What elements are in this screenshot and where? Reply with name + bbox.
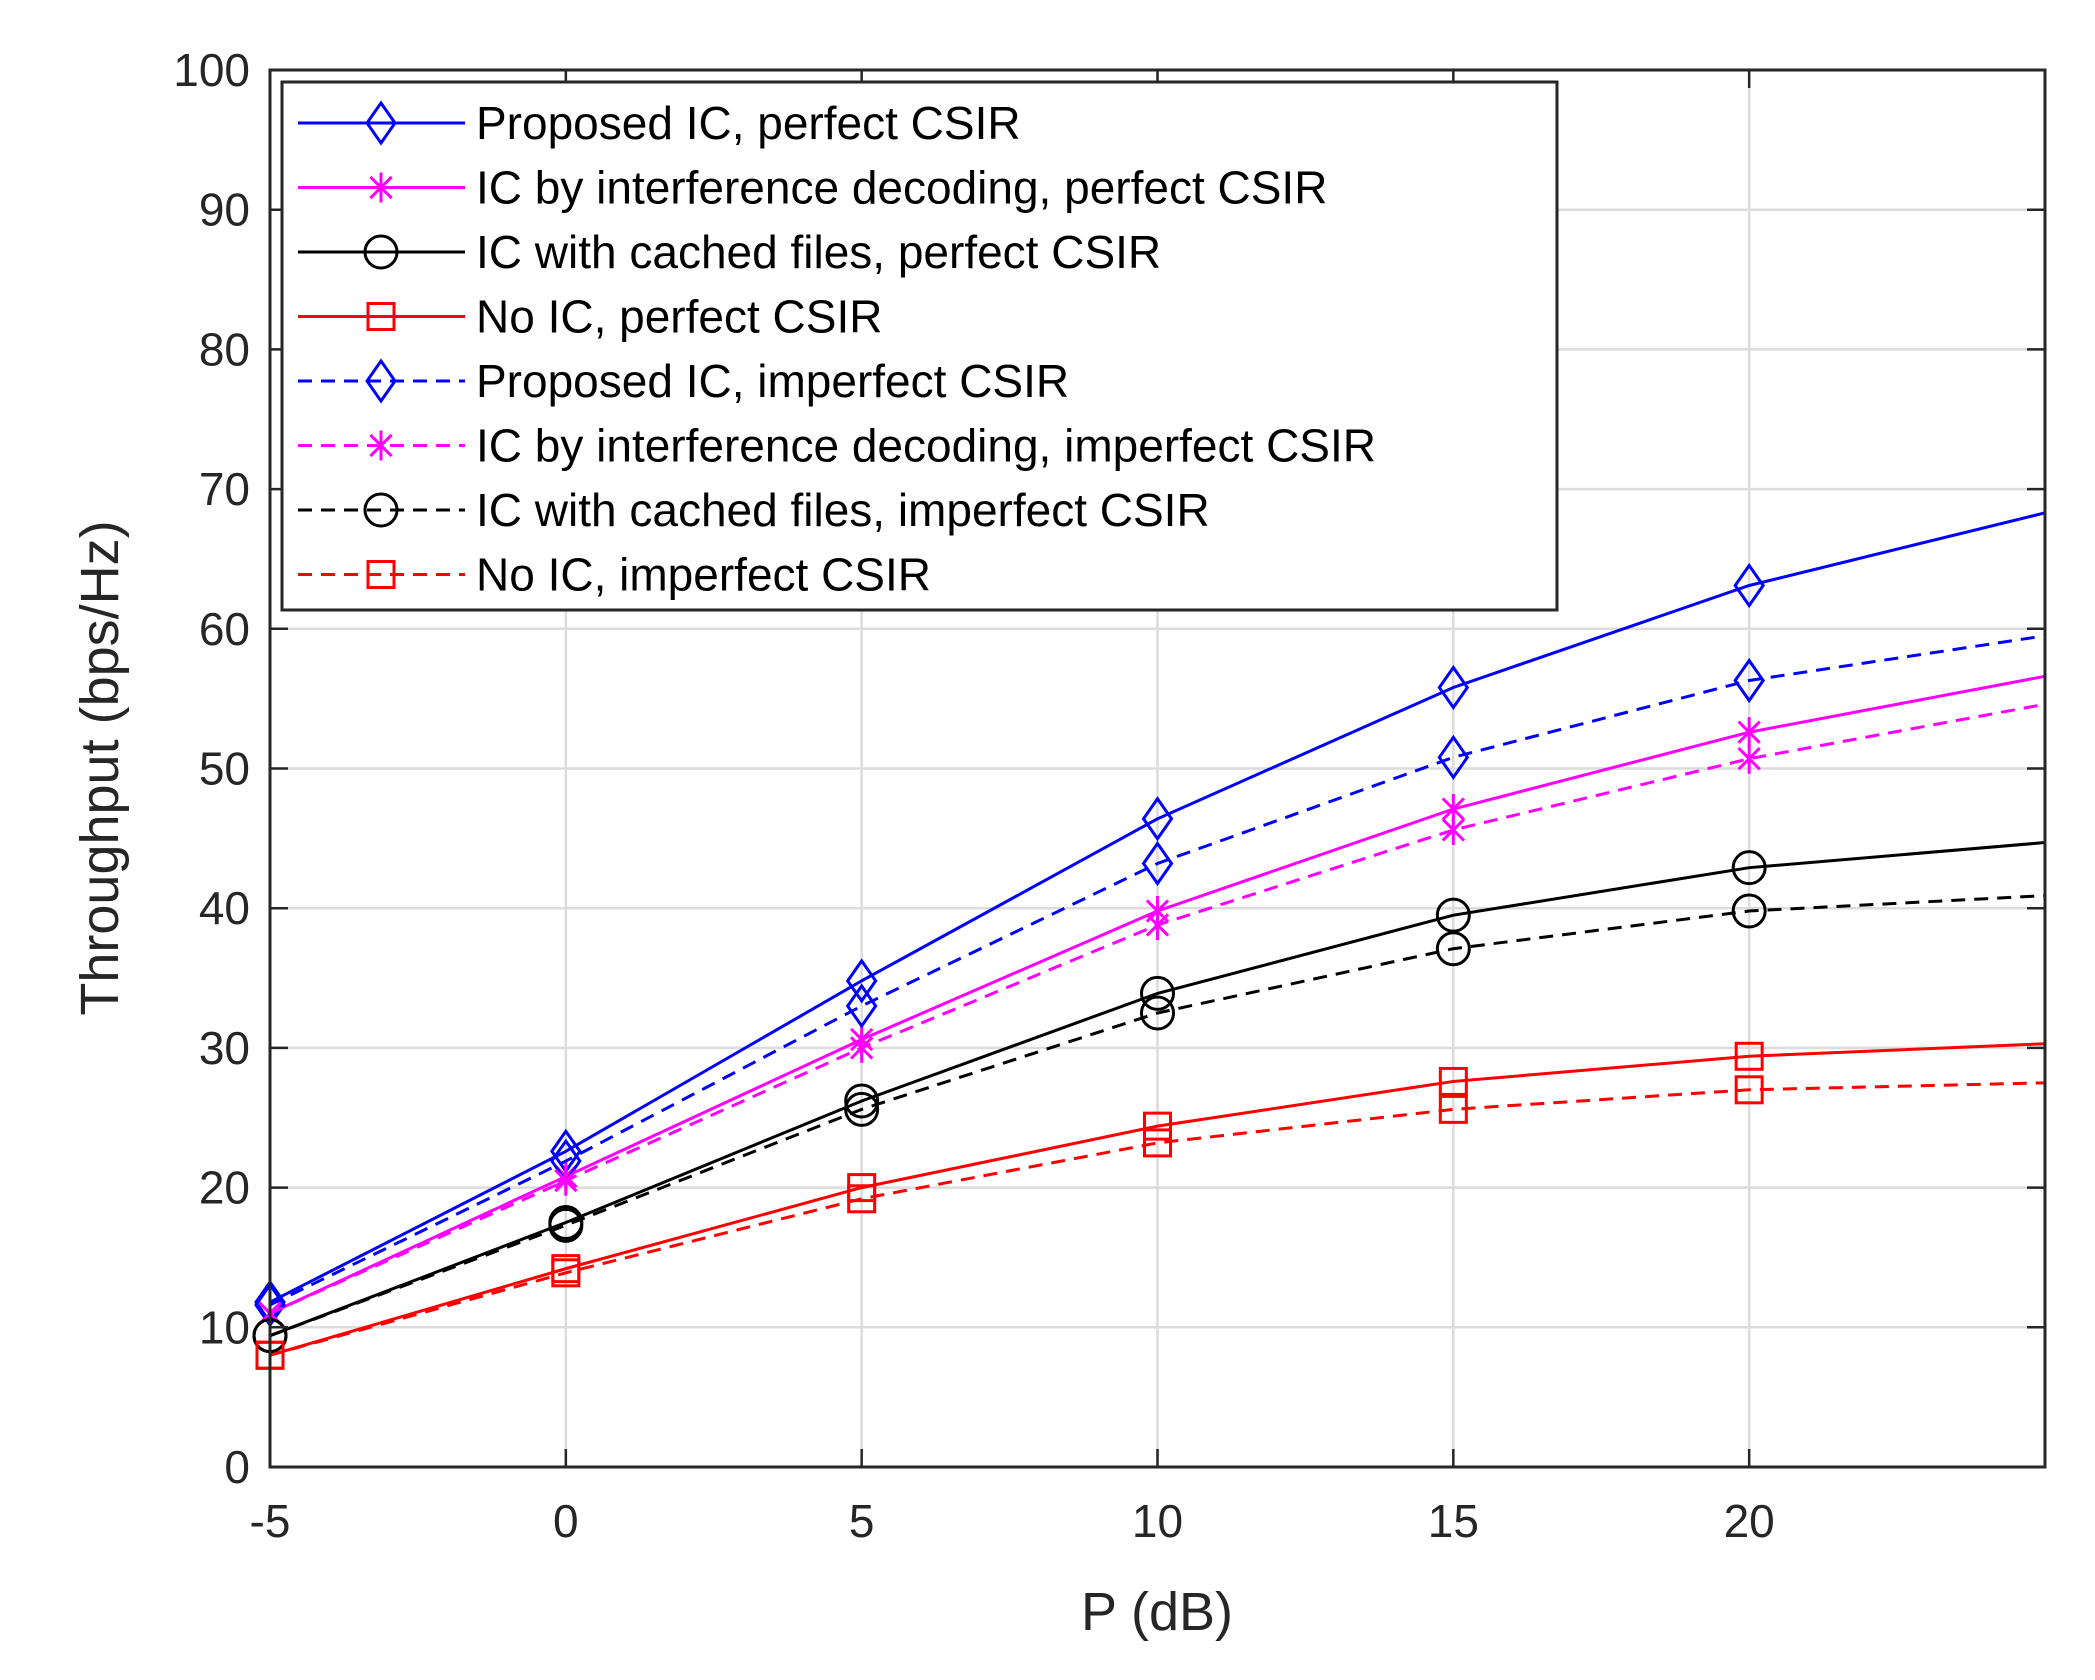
series-line: [269, 841, 2046, 1338]
circle-marker: [1731, 893, 1767, 929]
series-8: [255, 1075, 2046, 1370]
y-tick-label: 80: [199, 323, 250, 375]
legend-label: IC with cached files, imperfect CSIR: [476, 484, 1210, 536]
asterisk-marker: [1441, 814, 1466, 845]
x-tick-label: 0: [553, 1495, 579, 1547]
y-tick-label: 10: [199, 1301, 250, 1353]
legend: Proposed IC, perfect CSIR IC by interfere…: [280, 80, 1559, 612]
x-tick-label: 5: [849, 1495, 875, 1547]
y-tick-label: 50: [199, 743, 250, 795]
circle-marker: [363, 234, 399, 270]
series-1: [254, 511, 2046, 1325]
square-marker: [1734, 1041, 1764, 1071]
diamond-marker: [845, 958, 878, 1004]
y-tick-label: 100: [173, 44, 250, 96]
legend-entry: Proposed IC, imperfect CSIR: [298, 355, 1069, 407]
asterisk-marker: [1737, 743, 1761, 774]
legend-label: IC by interference decoding, perfect CSI…: [476, 162, 1327, 214]
legend-entry: IC by interference decoding, imperfect C…: [298, 420, 1376, 472]
legend-box: [280, 80, 1559, 612]
y-tick-label: 20: [199, 1162, 250, 1214]
y-tick-label: 90: [199, 184, 250, 236]
legend-label: IC with cached files, perfect CSIR: [476, 226, 1161, 278]
diamond-marker: [1437, 664, 1470, 711]
asterisk-marker: [1145, 909, 1170, 940]
square-marker: [1143, 1111, 1172, 1141]
square-marker: [366, 302, 396, 331]
square-marker: [1734, 1075, 1764, 1105]
diamond-marker: [1141, 840, 1174, 887]
diamond-marker: [365, 100, 397, 146]
series-5: [254, 634, 2046, 1328]
legend-label: Proposed IC, imperfect CSIR: [476, 355, 1069, 407]
y-tick-label: 70: [199, 463, 250, 515]
square-marker: [1438, 1066, 1468, 1096]
square-marker: [366, 560, 396, 589]
legend-entry: IC with cached files, perfect CSIR: [298, 226, 1161, 278]
x-axis-title: P (dB): [1081, 1582, 1233, 1642]
series-line: [269, 1081, 2046, 1357]
square-marker: [551, 1258, 581, 1288]
diamond-marker: [365, 358, 397, 404]
circle-marker: [363, 492, 399, 528]
series-layer: [252, 511, 2046, 1370]
series-line: [269, 1042, 2046, 1357]
asterisk-marker: [849, 1032, 874, 1063]
diamond-marker: [1437, 734, 1470, 780]
circle-marker: [1435, 931, 1471, 967]
asterisk-marker: [554, 1165, 578, 1196]
y-tick-label: 40: [199, 882, 250, 934]
x-tick-label: 10: [1132, 1495, 1183, 1547]
legend-label: IC by interference decoding, imperfect C…: [476, 420, 1376, 472]
asterisk-marker: [369, 172, 393, 203]
circle-marker: [1435, 897, 1471, 933]
circle-marker: [1140, 975, 1175, 1011]
x-tick-label: 15: [1428, 1495, 1479, 1547]
square-marker: [847, 1184, 877, 1214]
asterisk-marker: [1737, 717, 1761, 748]
diamond-marker: [1733, 562, 1765, 609]
legend-label: No IC, perfect CSIR: [476, 291, 882, 343]
square-marker: [1143, 1128, 1172, 1158]
circle-marker: [1731, 850, 1767, 886]
legend-entry: IC with cached files, imperfect CSIR: [298, 484, 1210, 536]
circle-marker: [844, 1091, 880, 1127]
x-tick-label: -5: [250, 1495, 291, 1547]
circle-marker: [548, 1207, 584, 1243]
y-tick-label: 60: [199, 603, 250, 655]
diamond-marker: [1733, 657, 1765, 704]
x-tick-label: 20: [1724, 1495, 1775, 1547]
legend-entry: IC by interference decoding, perfect CSI…: [298, 162, 1327, 214]
y-tick-label: 30: [199, 1022, 250, 1074]
asterisk-marker: [369, 430, 393, 461]
diamond-marker: [845, 983, 878, 1029]
y-tick-label: 0: [224, 1441, 250, 1493]
circle-marker: [1140, 995, 1175, 1031]
diamond-marker: [1141, 796, 1174, 842]
legend-label: No IC, imperfect CSIR: [476, 549, 931, 601]
series-line: [269, 894, 2046, 1338]
legend-label: Proposed IC, perfect CSIR: [476, 97, 1021, 149]
y-axis-title: Throughput (bps/Hz): [70, 520, 130, 1015]
series-line: [269, 634, 2046, 1307]
circle-marker: [844, 1083, 880, 1119]
legend-entry: No IC, perfect CSIR: [298, 291, 882, 343]
square-marker: [1438, 1094, 1468, 1124]
legend-entry: No IC, imperfect CSIR: [298, 549, 931, 601]
series-line: [269, 511, 2046, 1304]
legend-entry: Proposed IC, perfect CSIR: [298, 97, 1021, 149]
